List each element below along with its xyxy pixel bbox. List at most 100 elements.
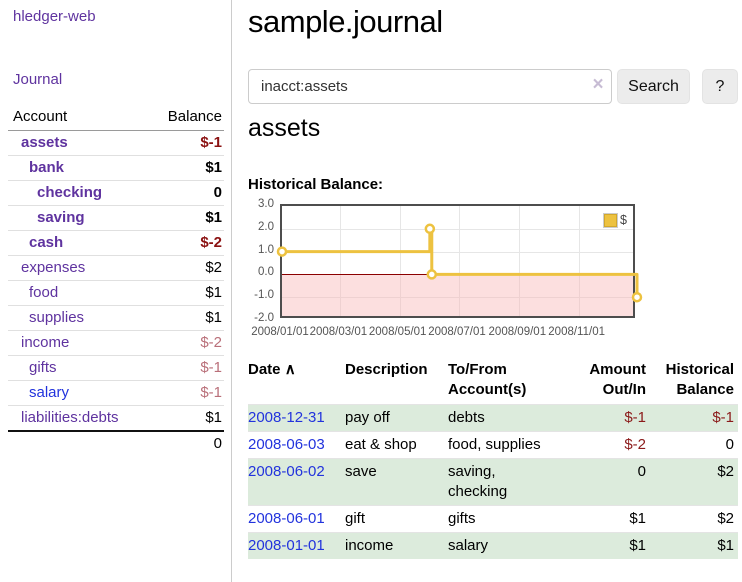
- x-tick-label: 2008/01/01: [251, 326, 309, 338]
- account-link-expenses[interactable]: expenses: [21, 259, 86, 276]
- account-row-income: income $-2: [8, 330, 224, 356]
- app-title-link[interactable]: hledger-web: [13, 8, 96, 25]
- account-row-expenses: expenses $2: [8, 255, 224, 281]
- accounts-column-header: To/From Account(s): [448, 361, 527, 398]
- account-balance: $-1: [147, 355, 224, 381]
- accounts-total-row: 0: [8, 430, 224, 456]
- account-link-checking[interactable]: checking: [37, 184, 103, 201]
- transaction-date-link[interactable]: 2008-01-01: [248, 537, 325, 554]
- account-link-salary[interactable]: salary: [29, 384, 70, 401]
- register-row: 2008-01-01 income salary $1 $1: [248, 532, 738, 559]
- horizontal-gridline: [282, 228, 633, 230]
- accounts-table-header: Account Balance: [8, 106, 224, 131]
- account-balance: 0: [147, 180, 224, 206]
- register-row: 2008-06-03 eat & shop food, supplies $-2…: [248, 431, 738, 459]
- transaction-balance: $-1: [646, 404, 738, 432]
- transaction-accounts: gifts: [448, 505, 567, 533]
- account-row-checking: checking 0: [8, 180, 224, 206]
- account-row-bank: bank $1: [8, 155, 224, 181]
- search-button[interactable]: Search: [617, 69, 690, 104]
- chart-plot-area: $: [276, 204, 643, 318]
- page-title: sample.journal: [248, 4, 443, 39]
- account-balance: $2: [147, 255, 224, 281]
- chart-title: Historical Balance:: [248, 176, 384, 193]
- y-tick-label: -2.0: [254, 312, 274, 324]
- search-input[interactable]: [248, 69, 612, 104]
- transaction-date-link[interactable]: 2008-12-31: [248, 409, 325, 426]
- y-tick-label: 3.0: [258, 198, 274, 210]
- transaction-amount: $1: [567, 505, 646, 533]
- amount-column-header: Amount Out/In: [589, 361, 646, 398]
- accounts-total-value: 0: [147, 430, 224, 456]
- y-tick-label: 2.0: [258, 221, 274, 233]
- account-balance: $-1: [147, 380, 224, 406]
- transaction-description: gift: [345, 505, 448, 533]
- account-row-liabilities-debts: liabilities:debts $1: [8, 405, 224, 431]
- historical-balance-chart: 3.0 2.0 1.0 0.0 -1.0 -2.0 $ 2008/01/01 2…: [248, 198, 648, 343]
- transaction-description: save: [345, 458, 448, 506]
- x-tick-label: 2008/11/01: [548, 326, 605, 338]
- register-table: Date ∧ Description To/From Account(s) Am…: [248, 358, 738, 559]
- transaction-accounts: debts: [448, 404, 567, 432]
- account-link-bank[interactable]: bank: [29, 159, 65, 176]
- date-header-label: Date: [248, 361, 281, 378]
- account-row-gifts: gifts $-1: [8, 355, 224, 381]
- accounts-table: Account Balance assets $-1 bank $1 check…: [8, 106, 224, 456]
- vertical-gridline: [459, 206, 460, 316]
- vertical-gridline: [519, 206, 521, 316]
- x-tick-label: 2008/05/01: [368, 326, 427, 338]
- register-row: 2008-06-01 gift gifts $1 $2: [248, 505, 738, 533]
- account-balance: $-2: [147, 230, 224, 256]
- transaction-accounts: saving, checking: [448, 458, 567, 506]
- transaction-accounts: salary: [448, 532, 567, 559]
- register-row: 2008-12-31 pay off debts $-1 $-1: [248, 404, 738, 432]
- transaction-date-link[interactable]: 2008-06-03: [248, 436, 325, 453]
- account-row-cash: cash $-2: [8, 230, 224, 256]
- account-link-liabilities-debts[interactable]: liabilities:debts: [21, 409, 119, 426]
- transaction-date-link[interactable]: 2008-06-02: [248, 463, 325, 480]
- chart-legend: $: [603, 212, 628, 228]
- x-tick-label: 2008/03/01: [309, 326, 368, 338]
- account-balance: $1: [147, 155, 224, 181]
- transaction-accounts: food, supplies: [448, 431, 567, 459]
- account-link-income[interactable]: income: [21, 334, 70, 351]
- account-heading: assets: [248, 114, 321, 142]
- clear-search-icon[interactable]: ×: [592, 74, 604, 95]
- transaction-amount: 0: [567, 458, 646, 506]
- transaction-amount: $-1: [567, 404, 646, 432]
- account-link-supplies[interactable]: supplies: [29, 309, 85, 326]
- account-row-salary: salary $-1: [8, 380, 224, 406]
- y-tick-label: 1.0: [258, 244, 274, 256]
- account-link-assets[interactable]: assets: [21, 134, 68, 151]
- transaction-balance: 0: [646, 431, 738, 459]
- transaction-balance: $2: [646, 505, 738, 533]
- balance-column-header: Balance: [147, 106, 224, 131]
- sidebar-item-journal[interactable]: Journal: [13, 71, 63, 88]
- transaction-amount: $1: [567, 532, 646, 559]
- transaction-date-link[interactable]: 2008-06-01: [248, 510, 325, 527]
- description-column-header: Description: [345, 361, 428, 378]
- account-column-header: Account: [8, 106, 148, 131]
- transaction-balance: $2: [646, 458, 738, 506]
- sidebar: hledger-web Journal Account Balance asse…: [0, 0, 232, 582]
- vertical-gridline: [399, 206, 401, 316]
- sort-ascending-icon: ∧: [284, 361, 296, 378]
- transaction-balance: $1: [646, 532, 738, 559]
- y-tick-label: -1.0: [254, 289, 274, 301]
- account-link-gifts[interactable]: gifts: [29, 359, 57, 376]
- account-balance: $1: [147, 405, 224, 431]
- account-row-food: food $1: [8, 280, 224, 306]
- account-link-cash[interactable]: cash: [29, 234, 64, 251]
- vertical-gridline: [340, 206, 342, 316]
- account-balance: $1: [147, 305, 224, 331]
- legend-swatch-icon: [603, 212, 619, 228]
- account-row-supplies: supplies $1: [8, 305, 224, 331]
- balance-column-header: Historical Balance: [665, 361, 734, 398]
- account-balance: $-2: [147, 330, 224, 356]
- account-link-food[interactable]: food: [29, 284, 59, 301]
- date-column-header[interactable]: Date ∧: [248, 358, 345, 405]
- legend-label: $: [620, 213, 627, 227]
- account-link-saving[interactable]: saving: [37, 209, 85, 226]
- help-button[interactable]: ?: [702, 69, 738, 104]
- account-balance: $-1: [200, 134, 222, 151]
